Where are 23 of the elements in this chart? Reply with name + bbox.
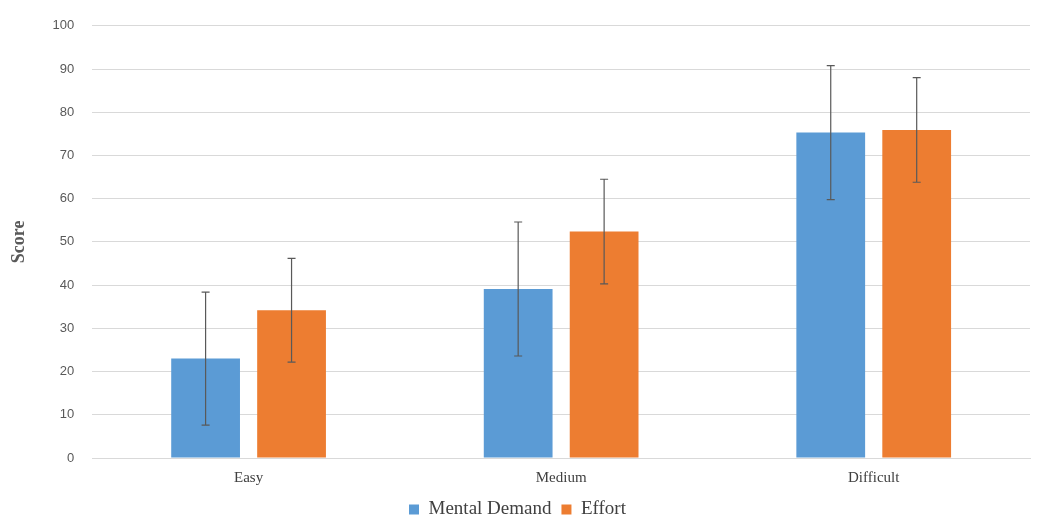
legend-label: Mental Demand [428,497,552,519]
x-tick-label: Medium [535,468,587,485]
x-tick-label: Difficult [848,468,901,485]
y-tick-label: 40 [59,276,75,292]
bar [882,129,952,458]
y-axis-title: Score [8,220,29,264]
bar [569,231,639,458]
y-tick-label: 90 [59,60,75,76]
x-tick-label: Easy [233,468,264,485]
bar [171,358,240,458]
y-tick-label: 30 [59,319,75,335]
y-tick-label: 0 [67,449,75,465]
y-tick-label: 10 [59,406,75,422]
y-tick-label: 20 [59,363,75,379]
y-tick-label: 50 [59,233,75,249]
legend-label: Effort [580,497,627,519]
y-tick-label: 70 [59,147,75,163]
y-tick-label: 80 [59,103,75,119]
y-tick-label: 60 [59,190,75,206]
bar [796,132,866,458]
y-tick-label: 100 [52,17,75,33]
bar [483,289,553,458]
bar [257,310,326,458]
